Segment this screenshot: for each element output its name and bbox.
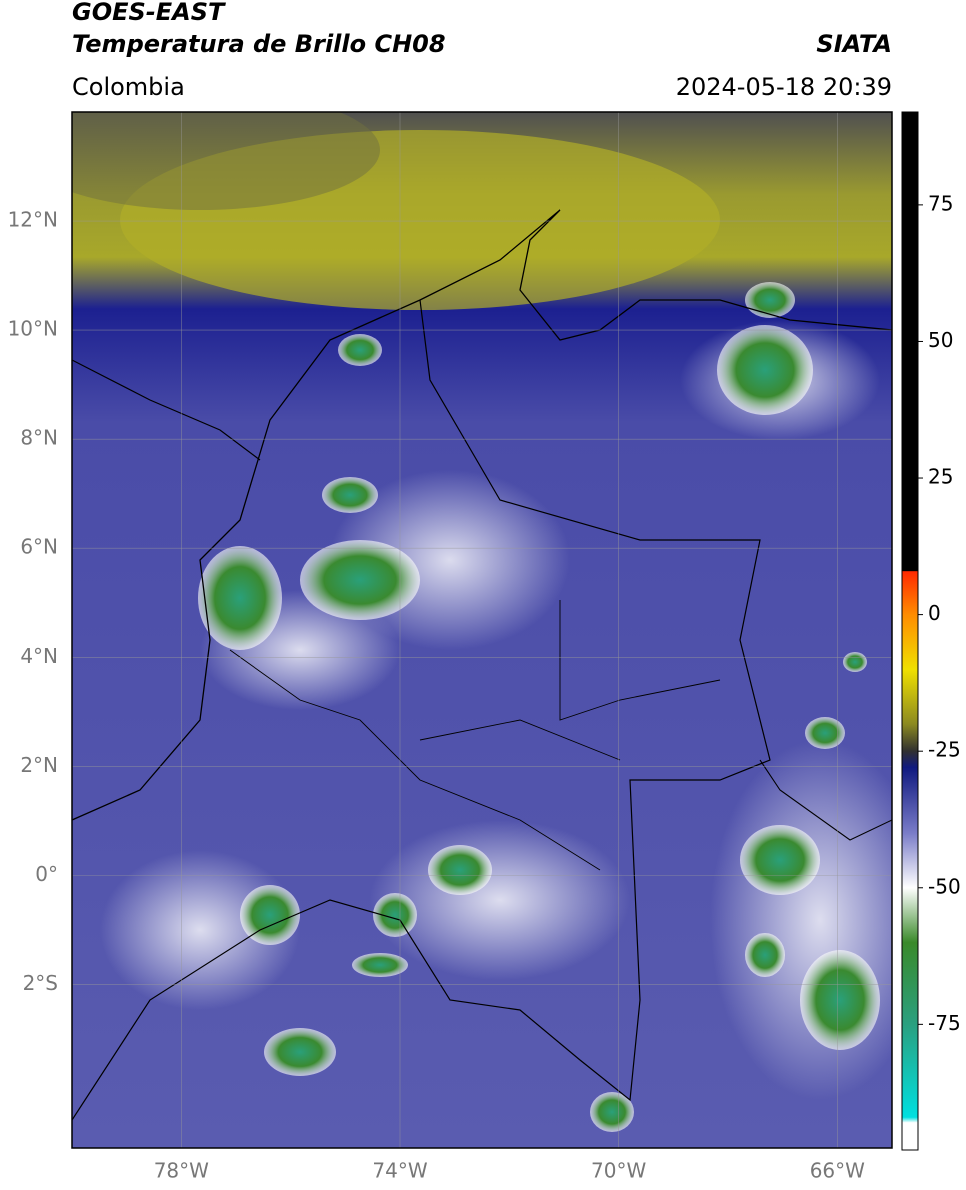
y-tick-label: 6°N bbox=[20, 535, 58, 559]
colorbar-tick-label: -25 bbox=[928, 738, 961, 762]
x-tick-label: 74°W bbox=[372, 1159, 427, 1183]
colorbar bbox=[901, 111, 919, 1151]
title: Temperatura de Brillo CH08 bbox=[72, 30, 446, 58]
colorbar-tick-label: 50 bbox=[928, 328, 953, 352]
colorbar-tick-label: -50 bbox=[928, 874, 961, 898]
map-frame bbox=[71, 111, 893, 1149]
colorbar-tick-label: 25 bbox=[928, 465, 953, 489]
satellite-image bbox=[72, 112, 892, 1148]
y-tick-label: 4°N bbox=[20, 644, 58, 668]
colorbar-tick-label: 75 bbox=[928, 191, 953, 215]
y-tick-label: 12°N bbox=[8, 208, 58, 232]
source: SIATA bbox=[816, 30, 892, 58]
colorbar-tick-label: -75 bbox=[928, 1011, 961, 1035]
y-tick-label: 0° bbox=[35, 862, 58, 886]
graticule bbox=[72, 112, 892, 1148]
title: GOES-EAST bbox=[72, 0, 226, 26]
region: Colombia bbox=[72, 73, 185, 101]
y-tick-label: 10°N bbox=[8, 317, 58, 341]
x-tick-label: 66°W bbox=[810, 1159, 865, 1183]
colorbar-tick-label: 0 bbox=[928, 601, 941, 625]
timestamp: 2024-05-18 20:39 bbox=[676, 73, 892, 101]
y-tick-label: 2°N bbox=[20, 753, 58, 777]
y-tick-label: 2°S bbox=[23, 971, 58, 995]
x-tick-label: 78°W bbox=[154, 1159, 209, 1183]
y-tick-label: 8°N bbox=[20, 426, 58, 450]
x-tick-label: 70°W bbox=[591, 1159, 646, 1183]
